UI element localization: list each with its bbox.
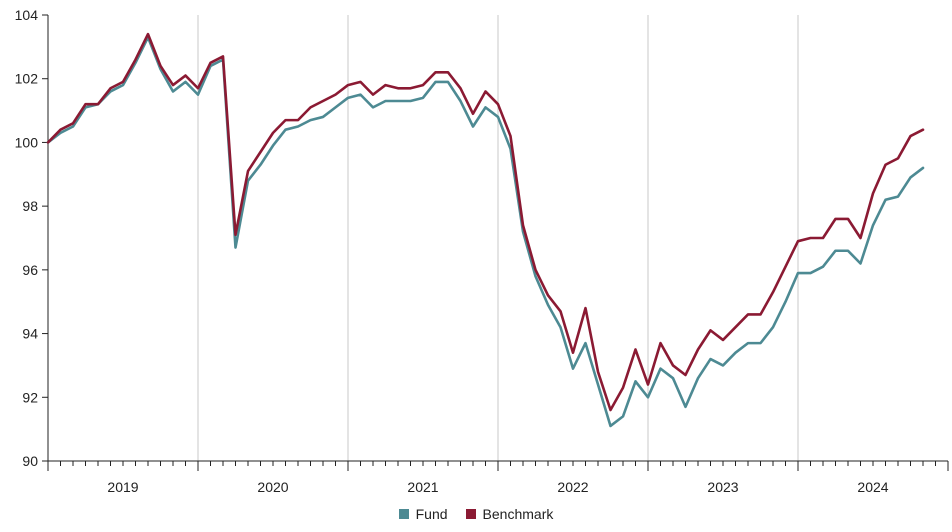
- series-layer: [46, 32, 925, 428]
- y-tick-label: 94: [22, 326, 38, 342]
- x-year-label: 2021: [407, 479, 438, 495]
- grid-layer: [197, 15, 799, 469]
- legend-label-fund: Fund: [415, 506, 448, 522]
- y-tick-label: 100: [15, 134, 39, 150]
- y-tick-label: 92: [22, 389, 38, 405]
- legend-label-benchmark: Benchmark: [482, 506, 554, 522]
- legend-item-fund: Fund: [398, 506, 448, 522]
- legend: Fund Benchmark: [0, 506, 952, 522]
- y-tick-label: 96: [22, 262, 38, 278]
- x-year-label: 2020: [257, 479, 288, 495]
- x-year-label: 2022: [557, 479, 588, 495]
- x-year-label: 2024: [857, 479, 888, 495]
- axis-layer: 90 92 94 96 98 100 102 104 2019 2020 2021 2022 2023 2…: [15, 7, 949, 495]
- x-year-label: 2019: [107, 479, 138, 495]
- series-line-benchmark: [46, 32, 925, 412]
- legend-swatch-benchmark: [465, 509, 476, 519]
- x-year-label: 2023: [707, 479, 738, 495]
- y-tick-label: 90: [22, 453, 38, 469]
- y-tick-label: 104: [15, 7, 39, 23]
- series-line-fund: [46, 35, 925, 428]
- legend-swatch-fund: [398, 509, 409, 519]
- legend-item-benchmark: Benchmark: [465, 506, 554, 522]
- y-tick-label: 98: [22, 198, 38, 214]
- y-tick-label: 102: [15, 71, 39, 87]
